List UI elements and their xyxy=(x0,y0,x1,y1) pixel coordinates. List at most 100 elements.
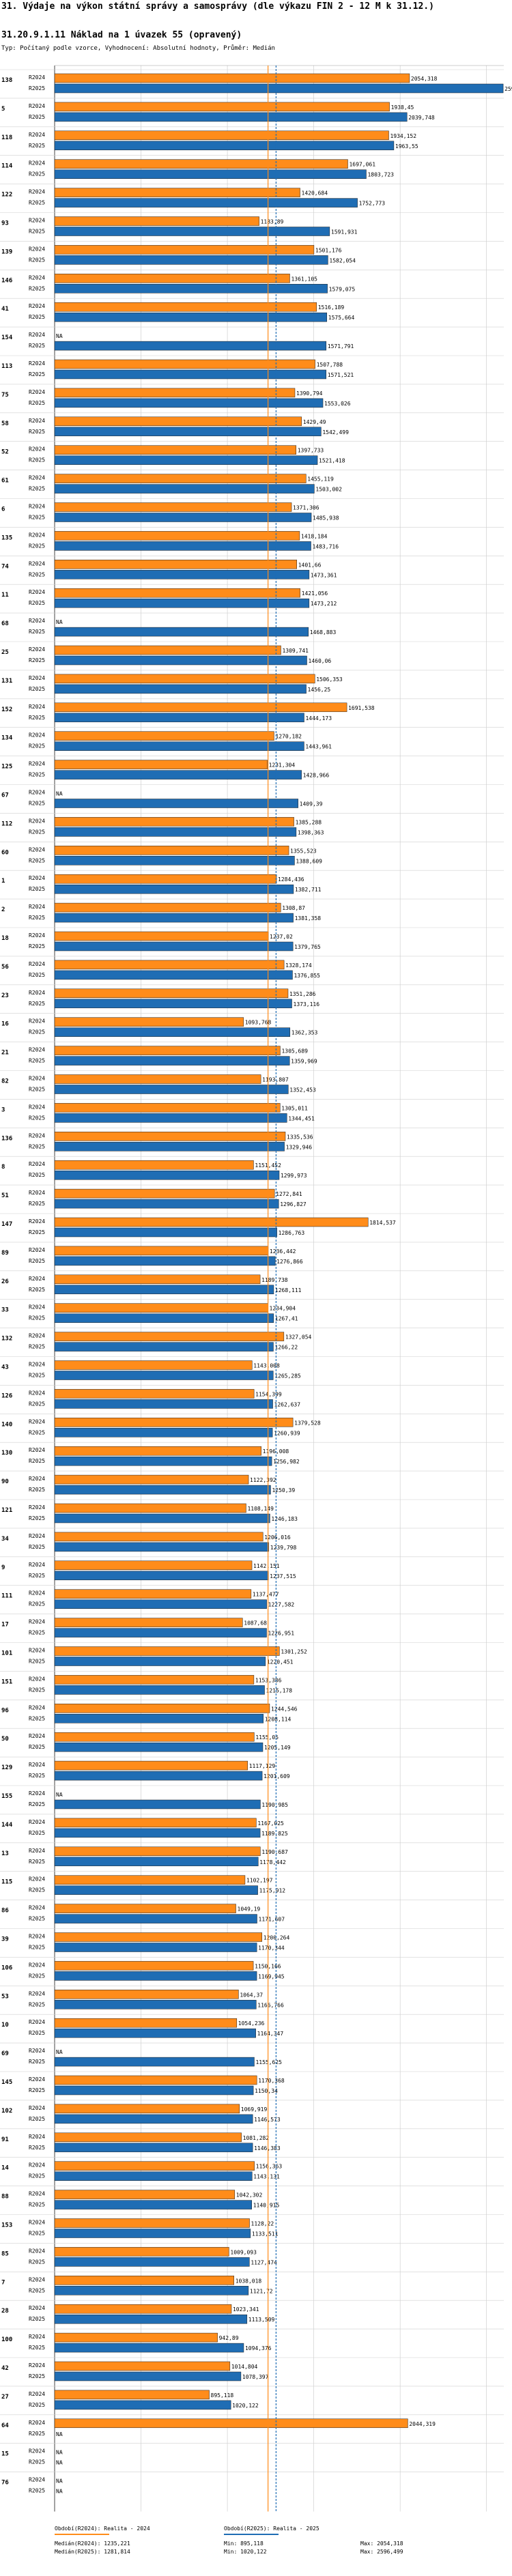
na-label-r2025: NA xyxy=(56,2460,63,2466)
bar-r2024 xyxy=(54,902,281,913)
bar-r2025 xyxy=(54,1542,270,1552)
row-id-label: 146 xyxy=(1,277,12,284)
series-label-2025: R2025 xyxy=(29,2402,45,2408)
series-label-2025: R2025 xyxy=(29,1143,45,1149)
series-label-2025: R2025 xyxy=(29,1172,45,1178)
bar-r2024 xyxy=(54,445,296,455)
series-label-2025: R2025 xyxy=(29,2231,45,2237)
bar-r2025 xyxy=(54,1828,261,1838)
na-label-r2024: NA xyxy=(56,2049,63,2055)
bar-r2025 xyxy=(54,1113,287,1123)
median-2024-text: Medián(R2024): 1235,221 xyxy=(55,2541,130,2547)
bar-r2025 xyxy=(54,227,330,236)
series-label-2024: R2024 xyxy=(29,1104,45,1110)
series-label-2024: R2024 xyxy=(29,2248,45,2254)
bar-r2024 xyxy=(54,2132,242,2143)
value-label-r2024: 1064,37 xyxy=(240,1992,263,1998)
bar-r2024 xyxy=(54,874,277,884)
series-label-2024: R2024 xyxy=(29,904,45,910)
series-label-2025: R2025 xyxy=(29,1687,45,1693)
series-label-2025: R2025 xyxy=(29,2488,45,2494)
value-label-r2024: 1237,02 xyxy=(270,934,293,940)
row-id-label: 138 xyxy=(1,77,12,84)
series-label-2024: R2024 xyxy=(29,1733,45,1739)
value-label-r2025: 1388,609 xyxy=(296,858,322,864)
value-label-r2024: 1087,68 xyxy=(244,1620,267,1627)
row-id-label: 134 xyxy=(1,735,13,742)
series-label-2025: R2025 xyxy=(29,2202,45,2208)
bar-r2024 xyxy=(54,302,317,312)
value-label-r2024: 1501,176 xyxy=(315,247,342,253)
row-id-label: 61 xyxy=(1,478,9,485)
bar-r2025 xyxy=(54,2286,249,2295)
bar-r2025 xyxy=(54,1714,264,1723)
series-label-2025: R2025 xyxy=(29,2316,45,2322)
series-label-2025: R2025 xyxy=(29,1973,45,1979)
series-label-2024: R2024 xyxy=(29,818,45,824)
bar-r2024 xyxy=(54,1560,253,1571)
bar-r2025 xyxy=(54,799,298,808)
series-label-2025: R2025 xyxy=(29,2431,45,2437)
series-label-2025: R2025 xyxy=(29,1515,45,1521)
min-2024-text: Min: 895,118 xyxy=(224,2541,264,2547)
bar-r2025 xyxy=(54,1399,273,1409)
value-label-r2025: 1473,212 xyxy=(311,601,337,607)
value-label-r2025: 1133,511 xyxy=(252,2231,279,2237)
bar-r2025 xyxy=(54,1599,267,1609)
series-label-2024: R2024 xyxy=(29,704,45,710)
row-id-label: 13 xyxy=(1,1850,9,1857)
series-label-2024: R2024 xyxy=(29,2019,45,2025)
bar-r2025 xyxy=(54,198,358,207)
row-id-label: 15 xyxy=(1,2451,9,2458)
row-id-label: 2 xyxy=(1,906,5,913)
value-label-r2025: 1256,982 xyxy=(273,1459,300,1465)
bar-r2025 xyxy=(54,1428,273,1437)
legend-period-2024: Období(R2024): Realita - 2024 xyxy=(55,2525,150,2532)
value-label-r2024: 1009,093 xyxy=(230,2249,257,2255)
bar-r2024 xyxy=(54,1332,285,1341)
bar-r2024 xyxy=(54,1961,254,1971)
bar-r2024 xyxy=(54,1532,264,1542)
row-id-label: 154 xyxy=(1,334,13,341)
value-label-r2024: 1506,353 xyxy=(316,676,343,683)
series-label-2024: R2024 xyxy=(29,360,45,367)
row-id-label: 140 xyxy=(1,1421,12,1428)
bar-r2024 xyxy=(54,1732,255,1742)
row-id-label: 75 xyxy=(1,392,9,399)
value-label-r2024: 1270,182 xyxy=(275,734,302,740)
series-label-2024: R2024 xyxy=(29,1648,45,1654)
bar-r2025 xyxy=(54,655,307,666)
row-id-label: 16 xyxy=(1,1021,9,1028)
bar-r2024 xyxy=(54,245,315,255)
row-id-label: 60 xyxy=(1,849,9,856)
value-label-r2025: 1169,945 xyxy=(258,1973,285,1979)
value-label-r2025: 1299,973 xyxy=(281,1173,307,1179)
series-label-2024: R2024 xyxy=(29,504,45,510)
series-label-2025: R2025 xyxy=(29,2145,45,2151)
series-label-2025: R2025 xyxy=(29,1373,45,1379)
bar-r2024 xyxy=(54,1160,254,1170)
value-label-r2025: 1127,474 xyxy=(251,2259,277,2265)
value-label-r2025: 1250,39 xyxy=(272,1487,295,1493)
value-label-r2025: 1215,178 xyxy=(266,1687,293,1693)
value-label-r2025: 1201,609 xyxy=(264,1773,290,1779)
series-label-2025: R2025 xyxy=(29,1887,45,1893)
value-label-r2024: 1153,386 xyxy=(255,1677,282,1683)
value-label-r2025: 1379,765 xyxy=(294,944,321,950)
series-label-2024: R2024 xyxy=(29,1990,45,1997)
na-label-r2024: NA xyxy=(56,1792,63,1798)
bar-r2025 xyxy=(54,1256,276,1266)
series-label-2025: R2025 xyxy=(29,457,45,463)
chart-type-line: Typ: Počítaný podle vzorce, Vyhodnocení:… xyxy=(1,45,275,52)
series-label-2025: R2025 xyxy=(29,1659,45,1665)
bar-r2024 xyxy=(54,2190,236,2199)
series-label-2024: R2024 xyxy=(29,475,45,481)
value-label-r2025: 1175,912 xyxy=(259,1888,286,1894)
bar-r2024 xyxy=(54,1188,275,1199)
na-label-r2024: NA xyxy=(56,619,63,625)
row-id-label: 102 xyxy=(1,2108,12,2115)
value-label-r2025: 1460,06 xyxy=(309,658,332,664)
bar-r2025 xyxy=(54,312,328,322)
value-label-r2024: 1038,018 xyxy=(236,2278,262,2284)
value-label-r2024: 1206,016 xyxy=(264,1534,291,1541)
